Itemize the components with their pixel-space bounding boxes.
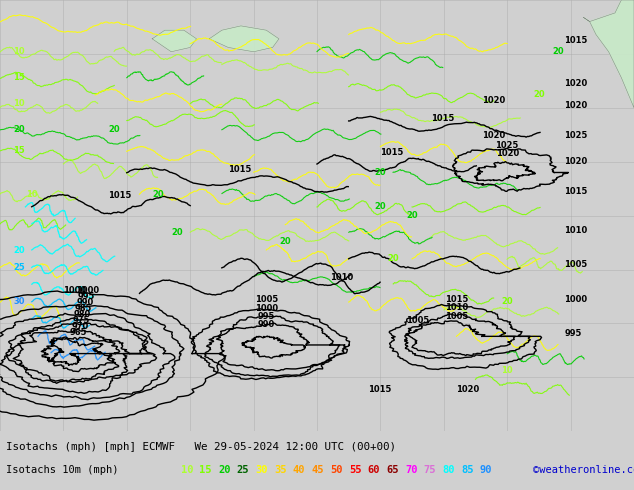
Text: 975: 975 <box>72 316 90 325</box>
Text: 20: 20 <box>218 466 231 475</box>
Text: 1000: 1000 <box>255 304 278 313</box>
Text: 20: 20 <box>387 254 399 263</box>
Text: 20: 20 <box>375 202 386 212</box>
Text: 1015: 1015 <box>564 36 588 45</box>
Text: 995: 995 <box>564 329 581 338</box>
Text: 1015: 1015 <box>380 148 404 157</box>
Text: 20: 20 <box>153 190 164 198</box>
Text: 1020: 1020 <box>482 131 505 140</box>
Text: 15: 15 <box>13 147 25 155</box>
Text: 1020: 1020 <box>496 149 519 158</box>
Text: 1005: 1005 <box>445 312 468 321</box>
Text: 1000: 1000 <box>76 286 99 295</box>
Text: 995: 995 <box>77 292 95 301</box>
Text: 1000: 1000 <box>564 295 587 304</box>
Text: 20: 20 <box>501 297 513 306</box>
Text: 1005: 1005 <box>255 295 278 304</box>
Text: 990: 990 <box>257 320 275 329</box>
Text: 10: 10 <box>13 47 25 56</box>
Text: 10: 10 <box>26 190 37 198</box>
Text: 80: 80 <box>443 466 455 475</box>
Text: 55: 55 <box>349 466 361 475</box>
Text: 1020: 1020 <box>482 97 505 105</box>
Text: 10: 10 <box>181 466 193 475</box>
Polygon shape <box>152 30 197 52</box>
Text: 20: 20 <box>13 245 25 255</box>
Text: 1015: 1015 <box>431 114 455 122</box>
Text: 15: 15 <box>13 73 25 82</box>
Text: 10: 10 <box>501 367 513 375</box>
Text: 1015: 1015 <box>445 295 468 304</box>
Text: 1015: 1015 <box>108 192 131 200</box>
Text: 20: 20 <box>108 125 120 134</box>
Text: 1020: 1020 <box>564 157 588 166</box>
Text: 20: 20 <box>280 237 291 246</box>
Text: Isotachs 10m (mph): Isotachs 10m (mph) <box>6 466 119 475</box>
Polygon shape <box>209 26 279 52</box>
Text: 1020: 1020 <box>564 79 588 88</box>
Text: 985: 985 <box>75 304 93 313</box>
Text: 25: 25 <box>236 466 249 475</box>
Text: 20: 20 <box>533 90 545 99</box>
Text: 45: 45 <box>311 466 324 475</box>
Text: 1020: 1020 <box>564 101 588 110</box>
Text: 20: 20 <box>172 228 183 237</box>
Text: 35: 35 <box>274 466 287 475</box>
Text: 15: 15 <box>199 466 212 475</box>
Text: 20: 20 <box>375 168 386 177</box>
Text: 30: 30 <box>13 297 25 306</box>
Text: 30: 30 <box>256 466 268 475</box>
Text: 10: 10 <box>13 99 25 108</box>
Text: 1015: 1015 <box>228 166 252 174</box>
Text: 1020: 1020 <box>456 386 480 394</box>
Text: ©weatheronline.co.uk: ©weatheronline.co.uk <box>533 466 634 475</box>
Text: 995: 995 <box>257 312 275 321</box>
Text: 1005: 1005 <box>406 317 429 325</box>
Text: 990: 990 <box>76 298 94 307</box>
Text: 65: 65 <box>386 466 399 475</box>
Polygon shape <box>583 0 634 108</box>
Text: Isotachs (mph) [mph] ECMWF   We 29-05-2024 12:00 UTC (00+00): Isotachs (mph) [mph] ECMWF We 29-05-2024… <box>6 442 396 452</box>
Text: 25: 25 <box>13 263 25 272</box>
Text: 1015: 1015 <box>564 187 588 196</box>
Text: 90: 90 <box>480 466 493 475</box>
Text: 50: 50 <box>330 466 343 475</box>
Text: 1010: 1010 <box>445 303 468 313</box>
Text: 40: 40 <box>293 466 306 475</box>
Text: 1010: 1010 <box>330 273 353 282</box>
Text: 1005: 1005 <box>564 260 588 270</box>
Text: 1025: 1025 <box>564 131 588 140</box>
Text: 980: 980 <box>74 310 91 319</box>
Text: 1010: 1010 <box>564 226 588 235</box>
Text: 1015: 1015 <box>368 386 391 394</box>
Text: 20: 20 <box>406 211 418 220</box>
Text: 85: 85 <box>461 466 474 475</box>
Text: 75: 75 <box>424 466 436 475</box>
Text: 965: 965 <box>70 328 87 337</box>
Text: 70: 70 <box>405 466 418 475</box>
Text: 60: 60 <box>368 466 380 475</box>
Text: 1000: 1000 <box>63 286 86 295</box>
Text: 20: 20 <box>13 125 25 134</box>
Text: 970: 970 <box>71 322 89 331</box>
Text: 1025: 1025 <box>496 141 519 150</box>
Text: 20: 20 <box>552 47 564 56</box>
